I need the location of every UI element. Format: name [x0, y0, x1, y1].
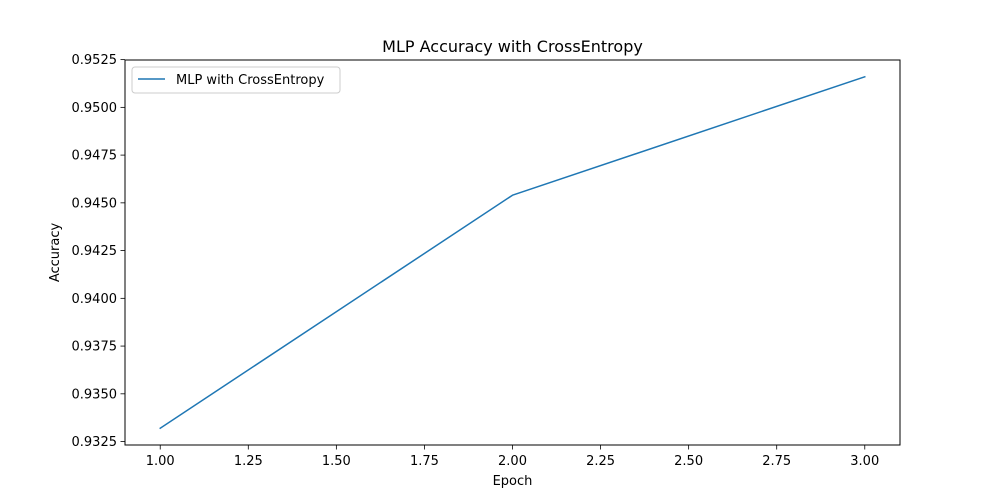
y-tick-label: 0.9450	[72, 196, 118, 211]
y-tick-label: 0.9525	[72, 53, 118, 68]
y-axis-label: Accuracy	[48, 223, 63, 283]
x-tick-label: 2.50	[674, 454, 703, 469]
x-tick-label: 1.75	[410, 454, 439, 469]
series-line-0	[159, 75, 866, 430]
legend: MLP with CrossEntropy	[131, 66, 341, 94]
x-tick-label: 1.00	[146, 454, 175, 469]
ticks-layer: 1.00 1.25 1.50 1.75 2.00 2.25 2.50 2.75 3.00 0.93…	[72, 53, 880, 469]
plot-frame	[124, 59, 901, 446]
y-tick-label: 0.9475	[72, 149, 118, 164]
y-tick-label: 0.9325	[72, 435, 118, 450]
y-tick-label: 0.9425	[72, 244, 118, 259]
y-tick-label: 0.9500	[72, 101, 118, 116]
x-tick-label: 2.75	[762, 454, 791, 469]
x-tick-label: 1.50	[322, 454, 351, 469]
y-tick-label: 0.9350	[72, 387, 118, 402]
legend-label: MLP with CrossEntropy	[176, 73, 325, 88]
x-tick-label: 2.00	[498, 454, 527, 469]
x-tick-label: 1.25	[234, 454, 263, 469]
y-tick-label: 0.9400	[72, 292, 118, 307]
chart-title: MLP Accuracy with CrossEntropy	[382, 37, 643, 56]
x-tick-label: 2.25	[586, 454, 615, 469]
legend-box	[131, 66, 341, 94]
series-layer	[159, 75, 866, 430]
y-tick-label: 0.9375	[72, 340, 118, 355]
x-tick-label: 3.00	[850, 454, 879, 469]
x-axis-label: Epoch	[493, 474, 533, 489]
